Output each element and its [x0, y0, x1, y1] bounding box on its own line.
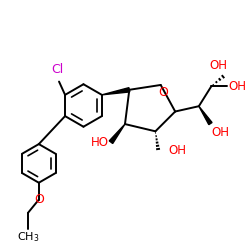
Text: OH: OH: [210, 59, 228, 72]
Polygon shape: [102, 88, 130, 95]
Polygon shape: [109, 124, 125, 144]
Text: O: O: [34, 193, 44, 206]
Text: O: O: [158, 86, 168, 99]
Text: OH: OH: [228, 80, 246, 93]
Text: Cl: Cl: [52, 62, 64, 76]
Text: CH$_3$: CH$_3$: [17, 230, 39, 244]
Text: OH: OH: [168, 144, 186, 157]
Text: HO: HO: [91, 136, 109, 149]
Text: OH: OH: [212, 126, 230, 139]
Polygon shape: [199, 106, 212, 125]
